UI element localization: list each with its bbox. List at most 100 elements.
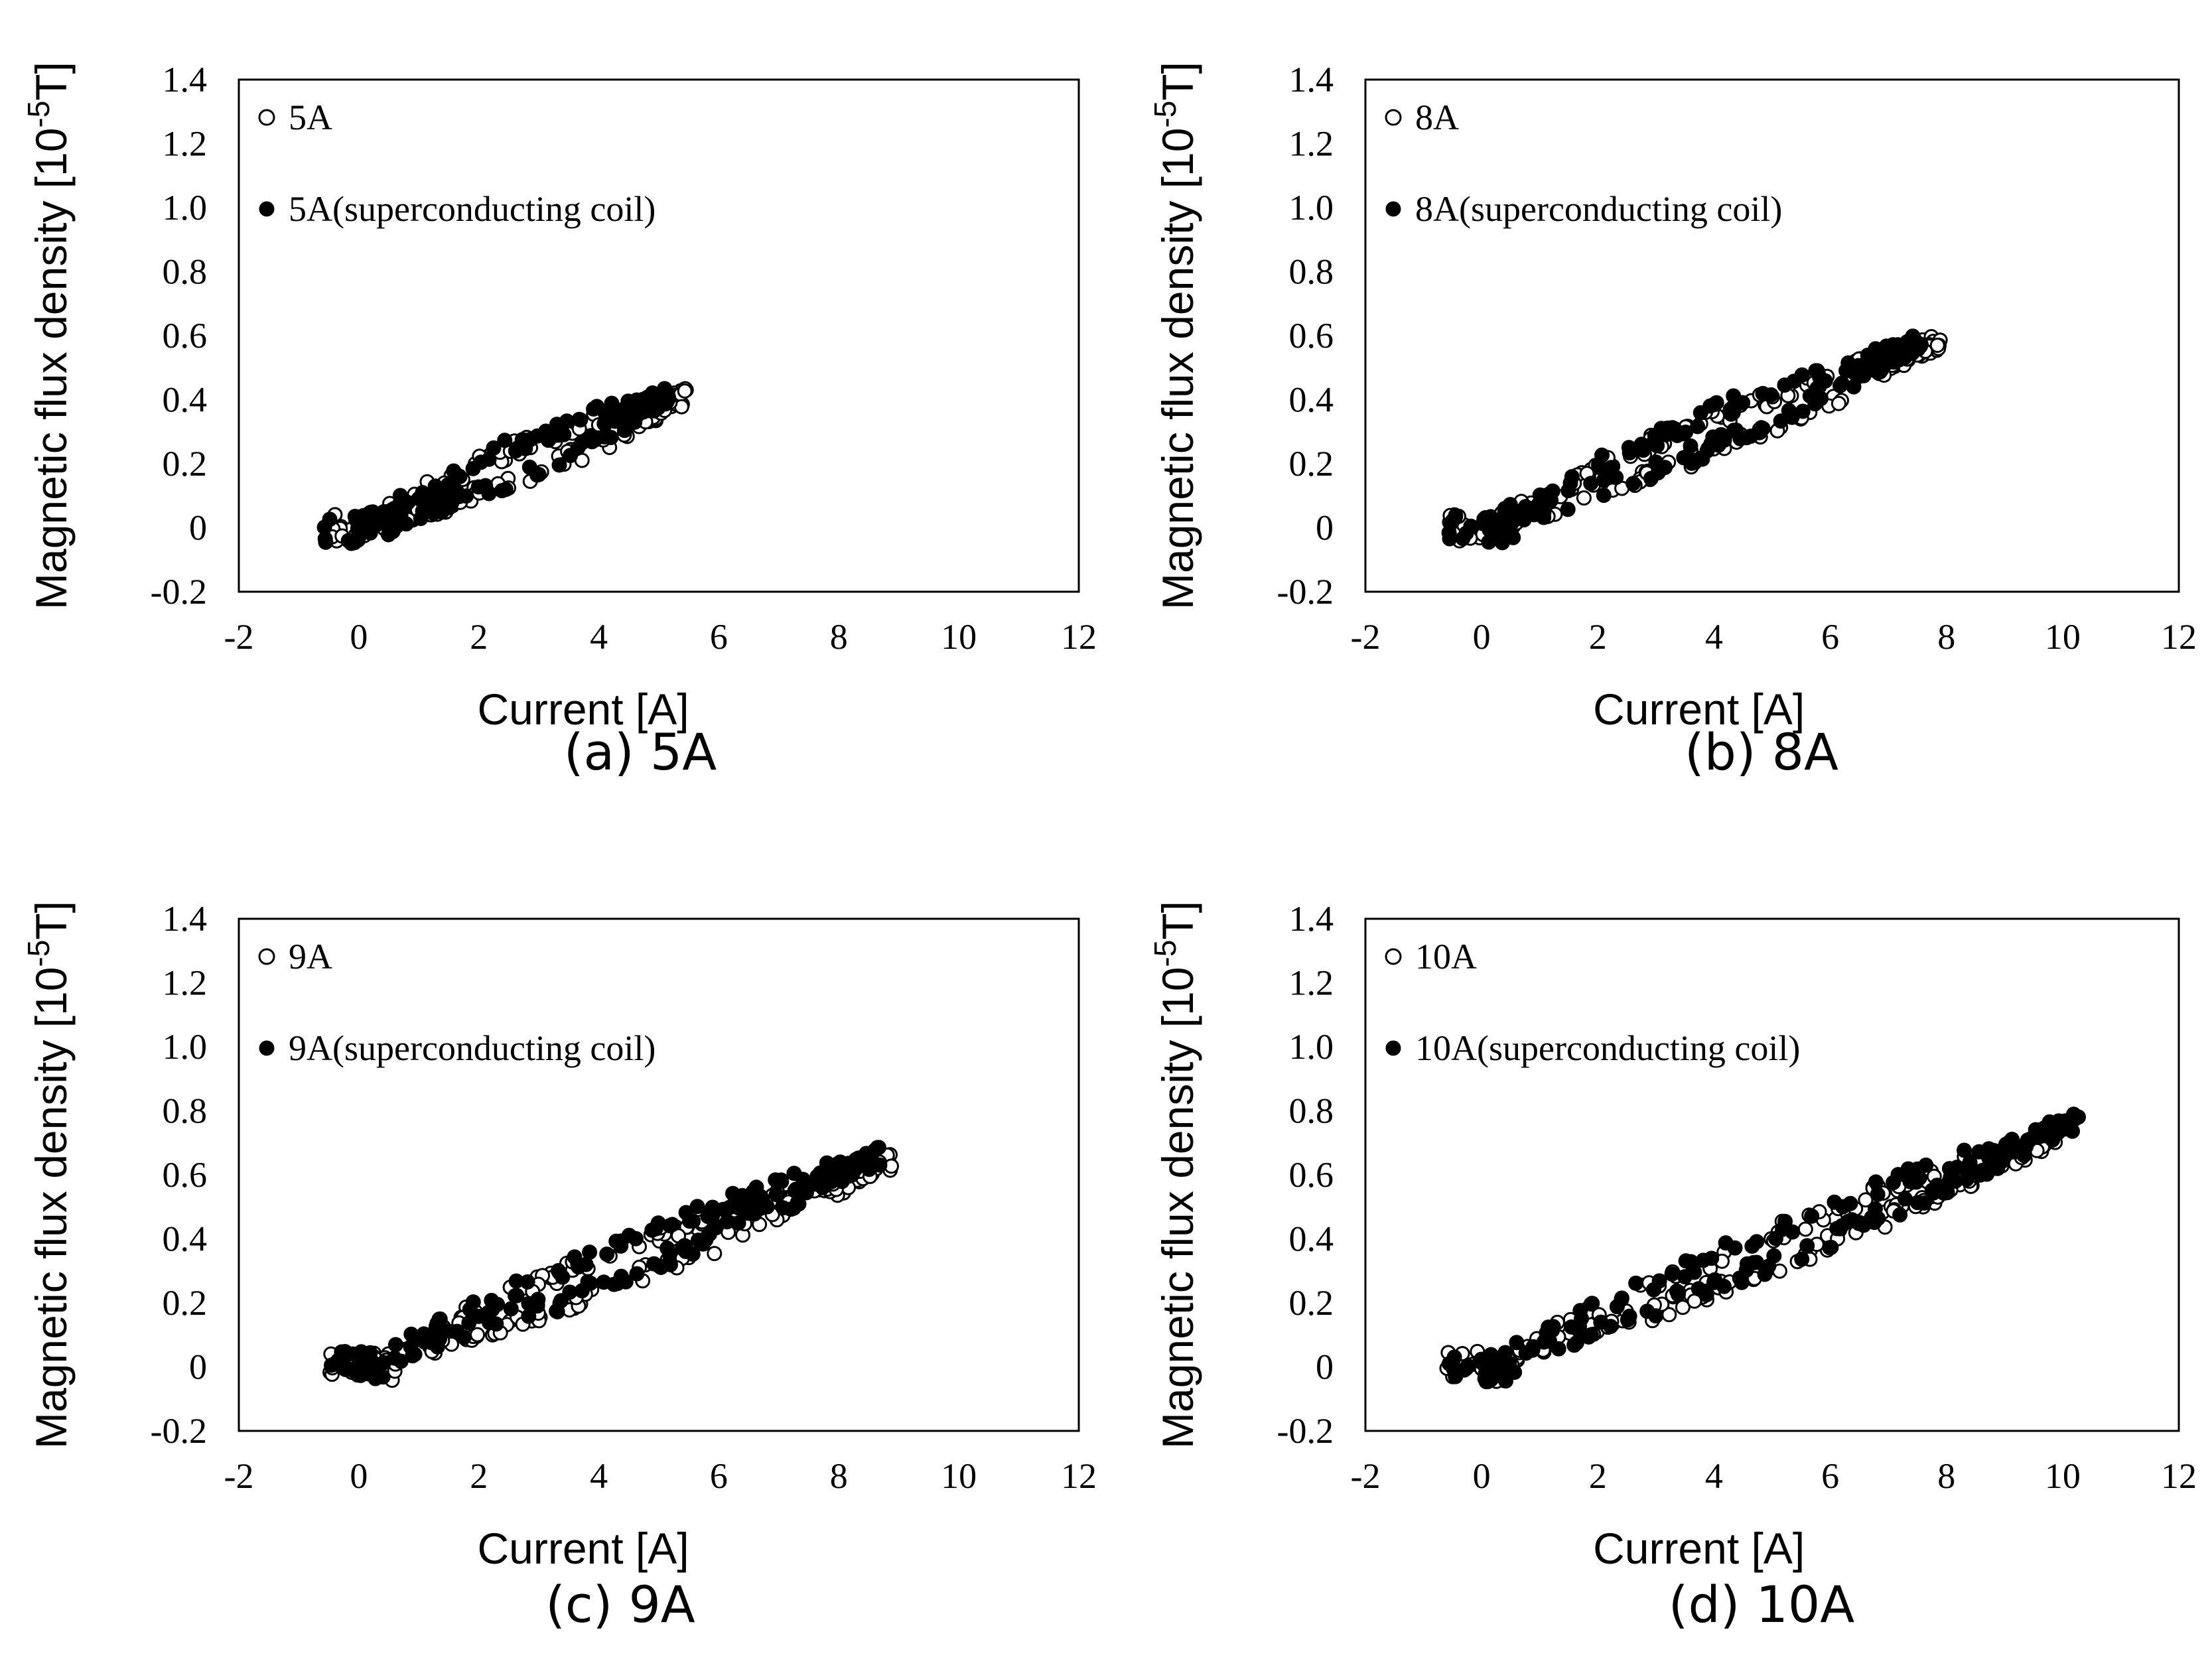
y-tick-label: 1.4 <box>1289 60 1334 100</box>
legend-label: 5A(superconducting coil) <box>289 189 656 229</box>
x-tick-label: 8 <box>1937 1456 1955 1496</box>
filled-data-point <box>1564 1319 1580 1335</box>
filled-data-point <box>1590 457 1606 472</box>
filled-data-point <box>1596 472 1612 488</box>
y-tick-label: 1.2 <box>163 963 208 1003</box>
filled-data-point <box>1910 1162 1926 1178</box>
filled-data-point <box>432 1331 447 1347</box>
filled-data-point <box>1525 1342 1541 1358</box>
y-tick-label: -0.2 <box>1277 1411 1334 1451</box>
filled-data-point <box>521 459 537 475</box>
x-tick-label: 10 <box>941 617 977 657</box>
x-tick-label: 4 <box>1705 617 1723 657</box>
filled-data-point <box>1463 518 1479 534</box>
filled-data-point <box>1809 380 1825 396</box>
filled-data-point <box>503 1301 519 1317</box>
filled-data-point <box>1705 429 1721 445</box>
filled-data-point <box>1842 1195 1858 1211</box>
y-tick-label: 0.4 <box>1289 1219 1334 1259</box>
filled-data-point <box>1448 1369 1464 1384</box>
filled-data-point <box>1739 430 1754 446</box>
filled-data-point <box>1732 1270 1748 1286</box>
filled-data-point <box>840 1168 856 1184</box>
filled-data-point <box>659 386 674 402</box>
filled-data-point <box>376 1355 392 1371</box>
filled-data-point <box>1603 1319 1619 1334</box>
x-tick-label: 2 <box>1589 617 1607 657</box>
filled-data-point <box>1943 1170 1959 1185</box>
x-tick-label: 4 <box>590 617 608 657</box>
open-data-point <box>1858 1192 1874 1208</box>
open-data-point <box>677 383 693 399</box>
filled-data-point <box>1560 502 1576 517</box>
filled-data-point <box>1608 470 1624 486</box>
filled-data-point <box>644 1222 660 1238</box>
filled-data-point <box>1834 375 1850 391</box>
filled-data-point <box>629 1266 645 1282</box>
filled-data-point <box>508 443 523 459</box>
y-tick-label: 0 <box>189 508 207 548</box>
y-tick-label: 0.6 <box>163 1155 208 1195</box>
y-tick-label: 0 <box>1316 1347 1334 1387</box>
filled-data-point <box>529 428 545 444</box>
filled-data-point <box>1886 1175 1901 1191</box>
filled-data-point <box>567 1249 583 1265</box>
filled-data-point <box>1804 1208 1820 1224</box>
filled-data-point <box>1584 1296 1600 1311</box>
filled-data-point <box>603 430 619 445</box>
filled-data-point <box>861 1162 877 1177</box>
filled-data-point <box>628 1231 644 1246</box>
filled-data-point <box>1766 1248 1782 1264</box>
legend-label: 8A <box>1415 98 1459 137</box>
x-tick-label: 6 <box>710 617 728 657</box>
filled-data-point <box>1874 351 1890 367</box>
x-tick-label: 8 <box>1937 617 1955 657</box>
legend-open-circle-marker <box>258 109 275 126</box>
filled-data-point <box>1870 1187 1886 1202</box>
y-tick-label: 1.4 <box>1289 899 1334 939</box>
filled-data-point <box>1669 1283 1685 1299</box>
x-tick-label: 4 <box>590 1456 608 1496</box>
filled-data-point <box>768 1187 784 1203</box>
x-tick-label: 10 <box>2045 1456 2081 1496</box>
legend-open-circle-marker <box>1385 109 1402 126</box>
filled-data-point <box>870 1140 886 1156</box>
filled-data-point <box>786 1166 802 1181</box>
y-tick-label: 0 <box>1316 508 1334 548</box>
filled-data-point <box>508 1288 523 1304</box>
filled-data-point <box>470 479 486 495</box>
plot-area-frame <box>1364 917 2180 1432</box>
filled-data-point <box>1726 423 1742 438</box>
filled-data-point <box>659 1241 675 1256</box>
filled-data-point <box>1746 1254 1762 1270</box>
filled-data-point <box>462 1302 478 1317</box>
legend-label: 5A <box>289 98 332 137</box>
filled-data-point <box>1755 421 1771 437</box>
filled-data-point <box>484 1292 500 1308</box>
filled-data-point <box>1758 1261 1774 1276</box>
legend-filled-circle-marker <box>259 201 275 217</box>
chart-panel-2: -2 0 2 4 6 8 10 12 -0.2 0 0.2 0.4 0.6 0.8 1.0 1.2 1.4 Cur… <box>1148 60 2197 781</box>
x-tick-label: 10 <box>941 1456 977 1496</box>
x-axis-title: Current [A] <box>1593 685 1805 734</box>
filled-data-point <box>1690 419 1706 435</box>
open-data-point <box>1687 1293 1702 1309</box>
filled-data-point <box>698 1232 714 1248</box>
y-tick-label: -0.2 <box>1277 572 1334 612</box>
series-2-points <box>324 1140 888 1386</box>
filled-data-point <box>551 457 567 473</box>
filled-data-point <box>1794 367 1810 383</box>
filled-data-point <box>614 1233 629 1249</box>
filled-data-point <box>2071 1109 2086 1125</box>
filled-data-point <box>1724 404 1740 420</box>
filled-data-point <box>393 1353 409 1369</box>
y-tick-label: 0.8 <box>1289 1091 1334 1131</box>
filled-data-point <box>1832 1221 1848 1237</box>
y-tick-label: 0 <box>189 1347 207 1387</box>
plot-area-frame <box>238 917 1080 1432</box>
filled-data-point <box>1646 1282 1661 1298</box>
chart-panel-3: -2 0 2 4 6 8 10 12 -0.2 0 0.2 0.4 0.6 0.8 1.0 1.2 1.4 Cur… <box>21 899 1097 1634</box>
series-2-points <box>316 381 676 551</box>
filled-data-point <box>1507 1365 1523 1380</box>
filled-data-point <box>1620 1312 1635 1328</box>
